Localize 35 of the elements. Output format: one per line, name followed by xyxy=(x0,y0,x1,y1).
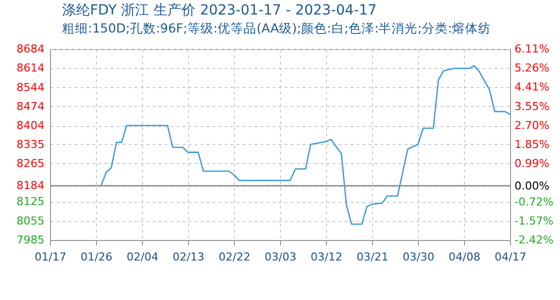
y2-tick-label: 1.85% xyxy=(514,138,550,151)
y-tick-label: 8055 xyxy=(16,214,44,228)
x-tick-label: 03/30 xyxy=(402,250,434,264)
y-tick-label: 8125 xyxy=(16,195,44,208)
y-tick-label: 8335 xyxy=(16,138,44,151)
x-tick-label: 03/12 xyxy=(310,250,342,264)
y-tick-label: 8404 xyxy=(16,119,44,132)
x-tick-label: 04/08 xyxy=(448,250,480,264)
x-tick-label: 04/17 xyxy=(494,250,526,264)
y-tick-label: 8184 xyxy=(16,179,44,192)
x-tick-label: 02/22 xyxy=(218,250,250,264)
chart-subtitle: 粗细:150D;孔数:96F;等级:优等品(AA级);颜色:白;色泽:半消光;分类:熔体纺 xyxy=(62,20,492,36)
y-tick-label: 8474 xyxy=(16,100,44,113)
y2-tick-label: 6.11% xyxy=(514,42,550,56)
y2-tick-label: 2.70% xyxy=(514,118,550,132)
x-tick-label: 02/13 xyxy=(172,250,204,264)
y2-tick-label: 0.99% xyxy=(514,157,550,170)
y2-tick-label: 4.41% xyxy=(514,80,550,94)
y-tick-label: 8544 xyxy=(16,80,44,94)
x-tick-label: 01/26 xyxy=(80,250,112,264)
y-tick-label: 8684 xyxy=(16,42,44,56)
y-tick-label: 7985 xyxy=(16,234,44,246)
y-tick-label: 8265 xyxy=(16,156,44,170)
x-tick-label: 03/03 xyxy=(264,250,296,264)
y2-tick-label: 5.26% xyxy=(514,62,550,75)
x-tick-label: 02/04 xyxy=(126,250,158,264)
y2-tick-label: -0.72% xyxy=(514,195,554,208)
y2-tick-label: 0.00% xyxy=(514,179,550,192)
chart-title: 涤纶FDY 浙江 生产价 2023-01-17 - 2023-04-17 xyxy=(62,2,377,18)
x-tick-label: 01/17 xyxy=(34,250,66,264)
y-tick-label: 8614 xyxy=(16,62,44,75)
y2-tick-label: -2.42% xyxy=(514,234,554,246)
y2-tick-label: 3.55% xyxy=(514,100,550,113)
y2-tick-label: -1.57% xyxy=(514,214,554,228)
x-tick-label: 03/21 xyxy=(356,250,388,264)
